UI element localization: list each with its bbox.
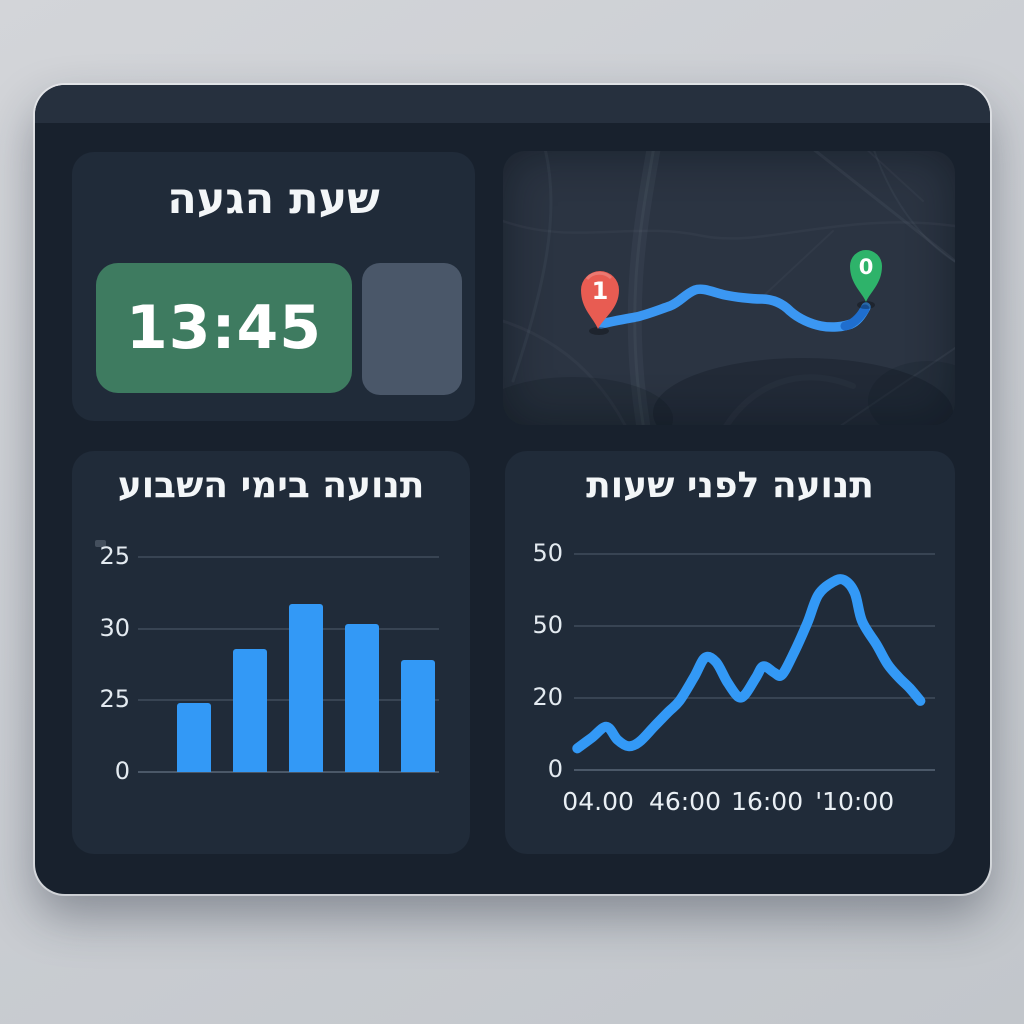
gridline: [574, 697, 935, 699]
bar: [345, 623, 379, 772]
destination-pin-body: [581, 271, 619, 329]
arrival-time-display: 13:45: [96, 263, 352, 393]
x-tick-label: 04.00: [562, 787, 634, 816]
origin-pin-shadow: [857, 301, 875, 309]
map-noise-speck: [95, 540, 106, 547]
route-path: [596, 284, 871, 332]
map-roads: [503, 151, 955, 425]
origin-pin-body: [850, 250, 882, 302]
destination-pin-highlight: [585, 271, 613, 281]
route-path-shadow-segment: [840, 304, 870, 331]
y-tick-label: 50: [532, 611, 563, 639]
arrival-time-value: 13:45: [126, 293, 322, 363]
destination-pin-label: 1: [592, 277, 609, 305]
y-tick-label: 30: [99, 613, 130, 642]
gridline: [574, 769, 935, 771]
gridline: [138, 771, 439, 773]
weekly-traffic-title: תנועה בימי השבוע: [117, 465, 425, 506]
map-shaded-areas: [503, 358, 955, 425]
hourly-traffic-panel: תנועה לפני שעות 50 50 20 0 04.00 46:00 16:00 '1…: [505, 451, 955, 854]
y-tick-label: 0: [114, 757, 130, 785]
y-tick-label: 50: [532, 539, 563, 567]
bar: [177, 703, 211, 772]
x-tick-label: '10:00: [815, 787, 895, 816]
arrival-time-panel: שעת הגעה 13:45: [72, 152, 475, 421]
y-tick-label: 20: [532, 683, 563, 711]
gridline: [138, 627, 439, 630]
destination-pin-shadow: [589, 327, 609, 335]
origin-pin[interactable]: 0: [850, 250, 882, 309]
bar: [401, 660, 435, 772]
line-series-path: [572, 574, 926, 754]
x-tick-label: 16:00: [731, 787, 804, 816]
dashboard-frame: שעת הגעה 13:45: [35, 85, 990, 894]
hourly-traffic-line-chart: 50 50 20 0 04.00 46:00 16:00 '10:00: [505, 451, 955, 854]
origin-pin-label: 0: [859, 255, 874, 279]
weekly-traffic-bar-chart: 25 30 25 0: [72, 451, 470, 854]
arrival-panel-title: שעת הגעה: [167, 174, 380, 224]
weekly-traffic-panel: תנועה בימי השבוע 25 30 25 0: [72, 451, 470, 854]
gridline: [574, 553, 935, 555]
side-placeholder-button[interactable]: [362, 263, 462, 395]
hourly-traffic-title: תנועה לפני שעות: [586, 465, 874, 506]
y-tick-label: 0: [547, 755, 563, 783]
bar: [289, 604, 323, 772]
frame-top-bar: [35, 85, 990, 123]
gridline: [138, 699, 439, 702]
gridline: [138, 556, 439, 558]
y-tick-label: 25: [99, 685, 130, 714]
traffic-line-series: [572, 574, 926, 754]
gridline: [574, 625, 935, 627]
x-tick-label: 46:00: [648, 787, 721, 816]
route-map-panel[interactable]: 1 0: [503, 151, 955, 425]
map-canvas[interactable]: 1 0: [503, 151, 955, 425]
destination-pin[interactable]: 1: [581, 271, 619, 335]
y-tick-label: 25: [99, 542, 130, 570]
bar: [233, 649, 267, 772]
